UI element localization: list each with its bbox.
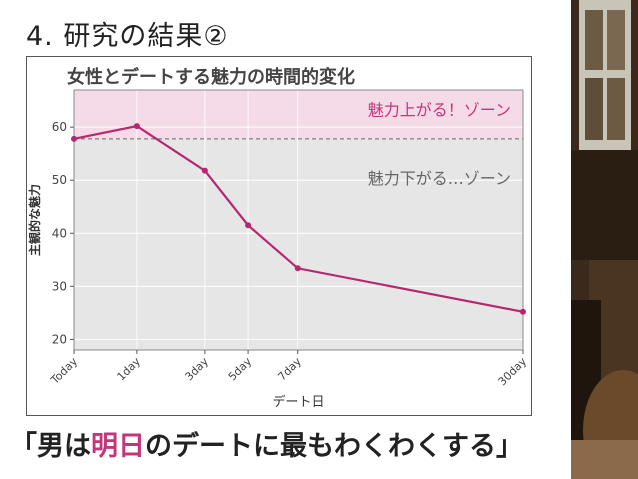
data-point <box>294 265 301 272</box>
caption-highlight: 明日 <box>91 431 145 462</box>
chart-title: 女性とデートする魅力の時間的変化 <box>67 66 355 88</box>
series-line <box>73 124 524 313</box>
x-tick-label: 1day <box>115 355 144 384</box>
side-photo <box>571 0 638 479</box>
y-tick-label: 30 <box>52 279 67 293</box>
zone-down <box>74 138 523 350</box>
plot-border <box>73 89 524 351</box>
slide-title: 4. 研究の結果② <box>26 21 229 52</box>
chart-frame: 女性とデートする魅力の時間的変化 魅力上がる！ゾーン 魅力下がる…ゾーン 20 3… <box>26 56 532 416</box>
y-tick-label: 20 <box>52 332 67 346</box>
data-point <box>245 222 252 229</box>
y-tick-label: 60 <box>52 120 67 134</box>
x-tick-label: Today <box>48 355 81 388</box>
x-tick-label: 7day <box>275 355 304 384</box>
chart-svg: 女性とデートする魅力の時間的変化 魅力上がる！ゾーン 魅力下がる…ゾーン 20 3… <box>27 66 530 410</box>
caption-rest: のデートに最もわくわくする」 <box>145 431 523 462</box>
caption-open: 「男は <box>10 431 91 462</box>
data-point <box>520 308 526 315</box>
zone-up <box>74 90 523 139</box>
x-tick-label: 30day <box>496 355 530 389</box>
x-axis-label: デート日 <box>272 394 324 410</box>
y-tick-label: 50 <box>52 173 67 187</box>
x-tick-label: 5day <box>226 355 255 384</box>
data-points <box>71 123 526 315</box>
data-point <box>133 123 140 130</box>
y-axis-ticks: 20 30 40 50 60 <box>52 120 74 346</box>
data-point <box>71 135 77 142</box>
zone-down-label: 魅力下がる…ゾーン <box>368 169 511 188</box>
y-axis-label: 主観的な魅力 <box>27 184 42 256</box>
y-tick-label: 40 <box>52 226 67 240</box>
x-tick-label: 3day <box>183 355 212 384</box>
x-axis-ticks: Today 1day 3day 5day 7day 30day <box>48 350 530 389</box>
data-point <box>201 167 208 174</box>
caption: 「男は明日のデートに最もわくわくする」 <box>10 424 523 463</box>
zone-up-label: 魅力上がる！ゾーン <box>368 100 511 119</box>
